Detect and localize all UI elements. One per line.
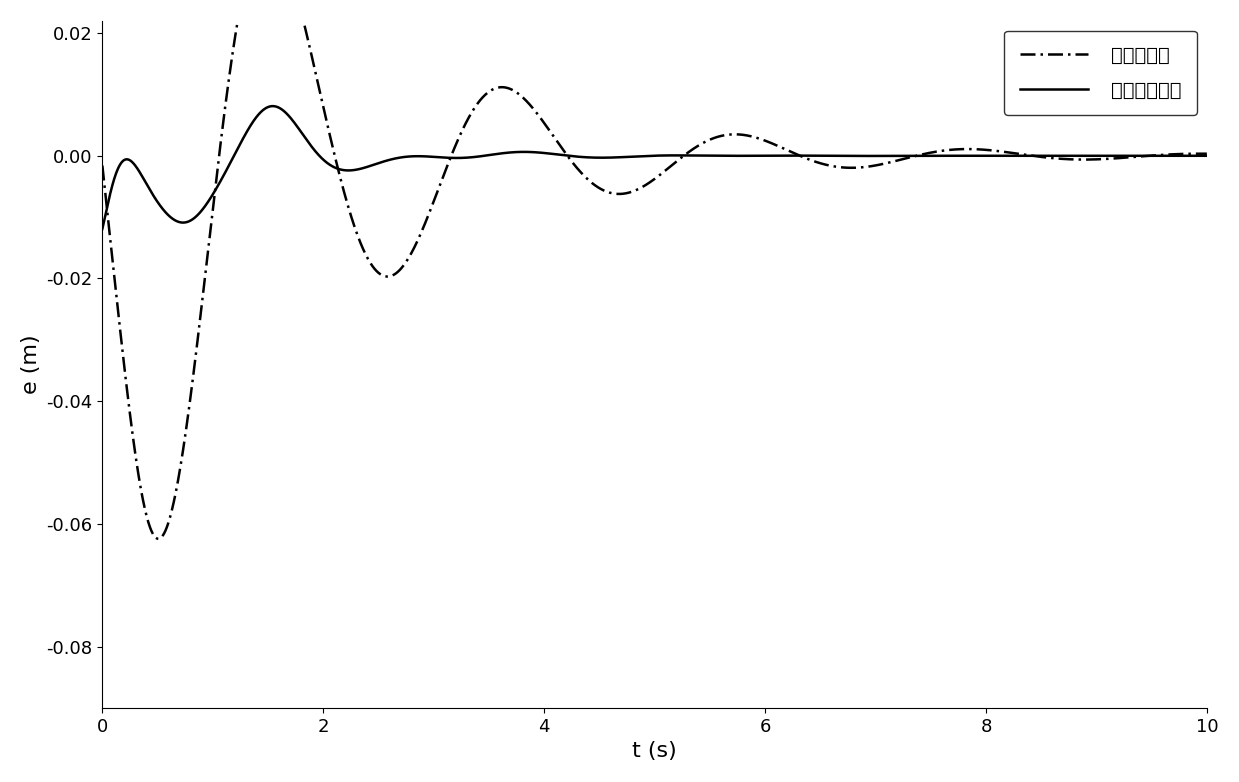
Y-axis label: e (m): e (m) [21,335,41,394]
线性滑模面 [1199,149,1214,159]
线性滑模面 [814,159,829,168]
非线性滑模面 [95,224,110,234]
非线性滑模面 [1004,151,1018,160]
线性滑模面 [758,136,773,145]
线性滑模面 [151,534,166,543]
非线性滑模面 [517,147,532,156]
Line: 线性滑模面: 线性滑模面 [103,0,1207,539]
线性滑模面 [296,16,311,26]
非线性滑模面 [919,151,934,160]
非线性滑模面 [814,151,829,160]
线性滑模面 [518,95,533,104]
X-axis label: t (s): t (s) [632,741,676,761]
非线性滑模面 [1199,151,1214,160]
非线性滑模面 [265,102,280,111]
线性滑模面 [95,161,110,170]
非线性滑模面 [296,131,311,140]
非线性滑模面 [757,151,772,160]
线性滑模面 [919,149,934,158]
Line: 非线性滑模面: 非线性滑模面 [103,106,1207,229]
Legend: 线性滑模面, 非线性滑模面: 线性滑模面, 非线性滑模面 [1004,30,1197,115]
线性滑模面 [1004,148,1018,157]
